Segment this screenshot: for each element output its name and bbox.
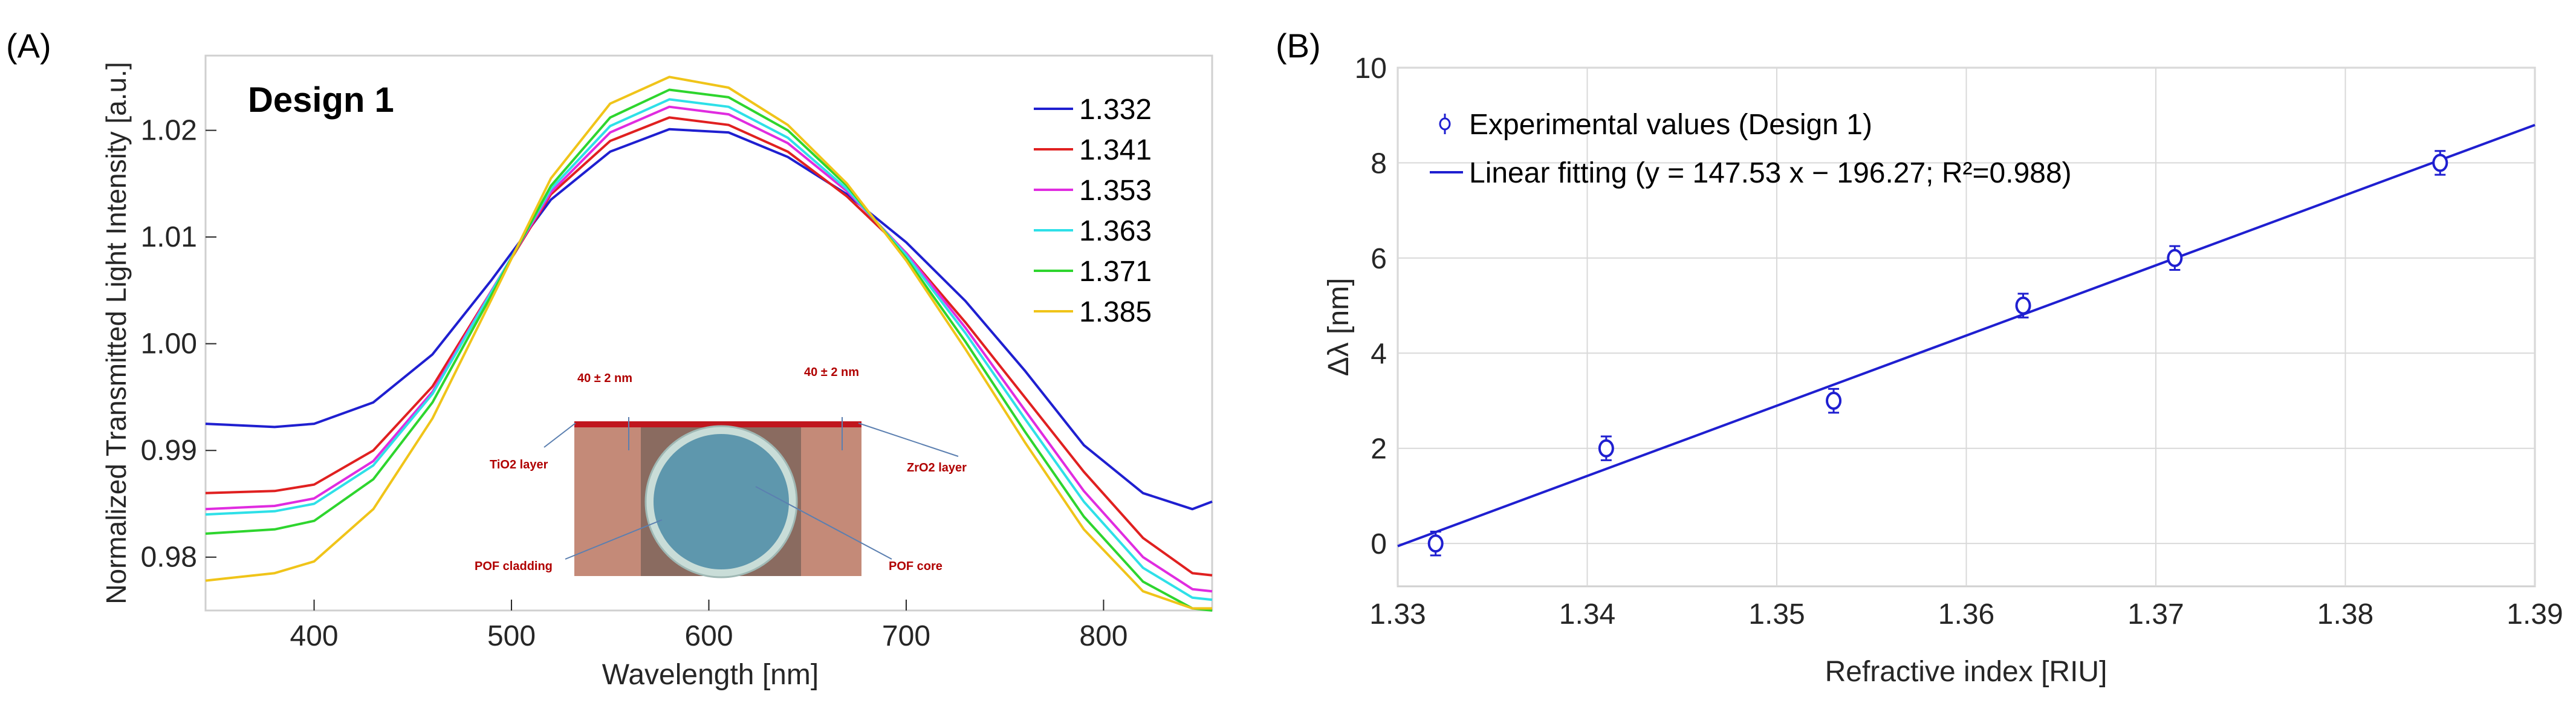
- x-tick-label: 1.33: [1369, 598, 1426, 630]
- data-point: [2167, 248, 2183, 267]
- legend-entry: 1.363: [1079, 215, 1152, 247]
- thickness-label-left: 40 ± 2 nm: [577, 372, 632, 385]
- x-tick-label: 1.38: [2317, 598, 2373, 630]
- y-tick-label: 10: [1355, 53, 1387, 85]
- spectrum-line-1.385: [205, 76, 1212, 610]
- spectrum-line-1.341: [205, 116, 1213, 577]
- x-tick-label: 1.37: [2127, 598, 2184, 630]
- panel-b-ticks: 1.33 1.34 1.35 1.36 1.37 1.38 1.39 0 2 4 6 8 10: [1355, 53, 2563, 630]
- y-tick-label: 1.02: [141, 115, 197, 147]
- linear-fit-line: [1397, 123, 2535, 548]
- x-tick-label: 400: [290, 620, 339, 652]
- panel-a-grid: [206, 129, 1105, 610]
- panel-a-axes: 400 500 600 700 800 0.98 0.99 1.00 1.01 1.02: [141, 54, 1213, 652]
- y-tick-label: 1.01: [141, 221, 197, 253]
- panel-a-legend: 1.332 1.341 1.353 1.363 1.371 1.385: [1034, 94, 1152, 328]
- data-point: [1427, 534, 1444, 553]
- leader-line: [858, 423, 959, 457]
- x-tick-label: 500: [487, 620, 536, 652]
- y-tick-label: 4: [1371, 338, 1387, 370]
- legend-entry: 1.332: [1079, 94, 1152, 126]
- data-point: [1598, 439, 1614, 458]
- data-point: [1826, 392, 1842, 410]
- panel-b-label: (B): [1276, 27, 1321, 65]
- legend-entry: 1.371: [1079, 256, 1152, 288]
- x-tick-label: 1.36: [1938, 598, 1994, 630]
- zro2-layer-label: ZrO2 layer: [907, 461, 967, 474]
- leader-line: [543, 423, 576, 448]
- panel-b-grid: [1397, 67, 2535, 586]
- spectrum-line-1.363: [205, 98, 1213, 601]
- leader-line: [565, 519, 663, 560]
- legend-marker-swatch: [1439, 117, 1451, 131]
- x-tick-label: 1.39: [2506, 598, 2563, 630]
- thickness-label-right: 40 ± 2 nm: [804, 366, 859, 379]
- legend-entry: Experimental values (Design 1): [1469, 109, 1872, 141]
- tio2-zro2-layers: [574, 421, 861, 427]
- fiber-cross-section-inset: 40 ± 2 nm 40 ± 2 nm TiO2 layer ZrO2 laye…: [475, 366, 967, 578]
- pof-core-label: POF core: [889, 560, 942, 573]
- x-tick-label: 800: [1079, 620, 1127, 652]
- y-tick-label: 0.98: [141, 542, 197, 574]
- design-annotation: Design 1: [248, 80, 394, 120]
- leader-line: [755, 486, 892, 560]
- panel-a-series: [205, 76, 1213, 612]
- y-tick-label: 1.00: [141, 328, 197, 360]
- legend-entry: Linear fitting (y = 147.53 x − 196.27; R…: [1469, 157, 2072, 189]
- legend-entry: 1.385: [1079, 296, 1152, 328]
- panel-b-x-label: Refractive index [RIU]: [1825, 656, 2107, 688]
- x-tick-label: 1.35: [1748, 598, 1805, 630]
- panel-b-legend: Experimental values (Design 1) Linear fit…: [1430, 109, 2072, 189]
- pof-core-shape: [654, 434, 789, 569]
- panel-a-y-label: Normalized Transmitted Light Intensity […: [100, 62, 132, 604]
- data-point: [2432, 154, 2448, 172]
- data-point: [2015, 296, 2031, 315]
- y-tick-label: 0: [1371, 528, 1387, 560]
- x-tick-label: 600: [684, 620, 733, 652]
- y-tick-label: 8: [1371, 147, 1387, 180]
- spectrum-line-1.371: [205, 88, 1213, 612]
- x-tick-label: 700: [882, 620, 930, 652]
- panel-b-series: [1397, 123, 2535, 557]
- panel-b-axes: 1.33 1.34 1.35 1.36 1.37 1.38 1.39 0 2 4 6 8 10: [1355, 53, 2563, 630]
- panel-a-x-label: Wavelength [nm]: [602, 659, 819, 691]
- x-tick-label: 1.34: [1559, 598, 1615, 630]
- y-tick-label: 0.99: [141, 435, 197, 467]
- panel-a-ticks: 400 500 600 700 800 0.98 0.99 1.00 1.01 1.02: [141, 115, 1128, 652]
- legend-entry: 1.341: [1079, 134, 1152, 166]
- panel-b-y-label: Δλ [nm]: [1323, 278, 1355, 377]
- spectrum-line-1.353: [205, 105, 1213, 593]
- spectrum-line-1.332: [205, 128, 1213, 511]
- y-tick-label: 6: [1371, 243, 1387, 275]
- tio2-layer-label: TiO2 layer: [490, 458, 548, 471]
- pof-cladding-label: POF cladding: [475, 560, 553, 573]
- panel-a-label: (A): [6, 27, 51, 65]
- y-tick-label: 2: [1371, 433, 1387, 465]
- legend-entry: 1.353: [1079, 175, 1152, 207]
